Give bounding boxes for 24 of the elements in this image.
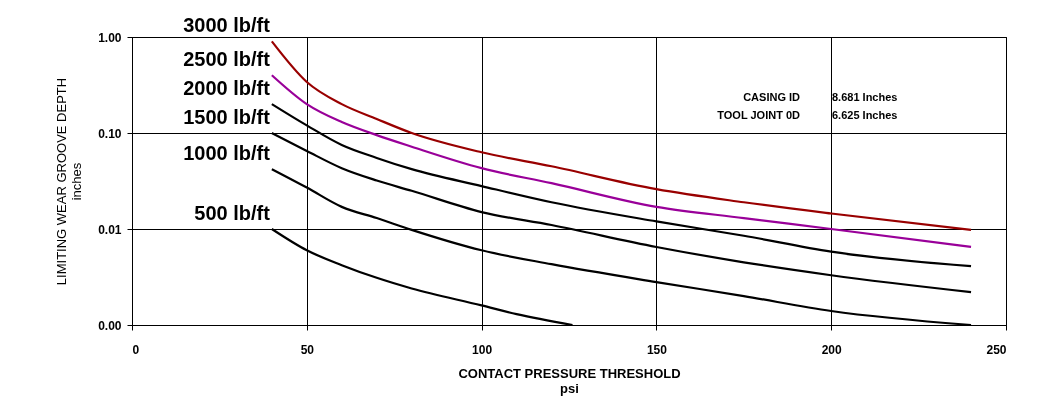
y-tick-label: 0.10 <box>98 126 122 141</box>
annotation: CASING ID <box>743 91 801 103</box>
series-label: 2000 lb/ft <box>183 77 271 100</box>
x-axis-title: CONTACT PRESSURE THRESHOLD psi <box>458 365 681 396</box>
y-axis-title: LIMITING WEAR GROOVE DEPTH inches <box>54 77 85 286</box>
y-tick-label: 0.01 <box>98 222 122 237</box>
series-label: 3000 lb/ft <box>183 14 271 37</box>
x-tick-label: 100 <box>472 342 493 357</box>
series-label: 2500 lb/ft <box>183 48 271 71</box>
annotation: TOOL JOINT 0D <box>717 109 801 121</box>
series-label: 1500 lb/ft <box>183 106 271 128</box>
line-series <box>270 74 973 249</box>
x-tick-label: 150 <box>646 342 668 357</box>
series-label: 1000 lb/ft <box>183 142 271 165</box>
y-tick-label: 1.00 <box>98 30 122 45</box>
annotation: 8.681 Inches <box>832 91 898 103</box>
annotation: 6.625 Inches <box>832 109 898 121</box>
series-label: 500 lb/ft <box>194 202 271 224</box>
line-series <box>270 40 973 231</box>
x-tick-label: 200 <box>821 342 843 357</box>
x-tick-label: 50 <box>300 342 315 357</box>
x-tick-label: 250 <box>986 342 1007 357</box>
y-tick-label: 0.00 <box>98 318 122 333</box>
x-tick-label: 0 <box>132 342 140 357</box>
